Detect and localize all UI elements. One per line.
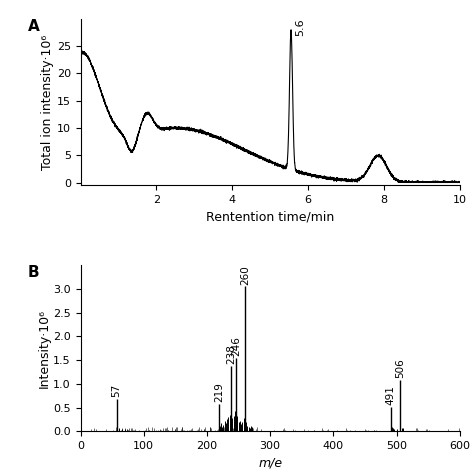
X-axis label: m/e: m/e xyxy=(258,456,282,470)
Text: 5.6: 5.6 xyxy=(295,19,305,36)
Text: 506: 506 xyxy=(395,358,405,378)
Text: 260: 260 xyxy=(240,265,250,284)
Y-axis label: Total ion intensity·10⁶: Total ion intensity·10⁶ xyxy=(41,35,54,170)
Text: 238: 238 xyxy=(226,344,236,364)
Y-axis label: Intensity·10⁶: Intensity·10⁶ xyxy=(37,309,50,388)
X-axis label: Rentention time/min: Rentention time/min xyxy=(206,210,334,224)
Text: A: A xyxy=(27,19,39,34)
Text: 219: 219 xyxy=(214,382,224,402)
Text: B: B xyxy=(27,265,39,280)
Text: 491: 491 xyxy=(386,385,396,405)
Text: 246: 246 xyxy=(231,336,241,356)
Text: 57: 57 xyxy=(111,384,122,397)
